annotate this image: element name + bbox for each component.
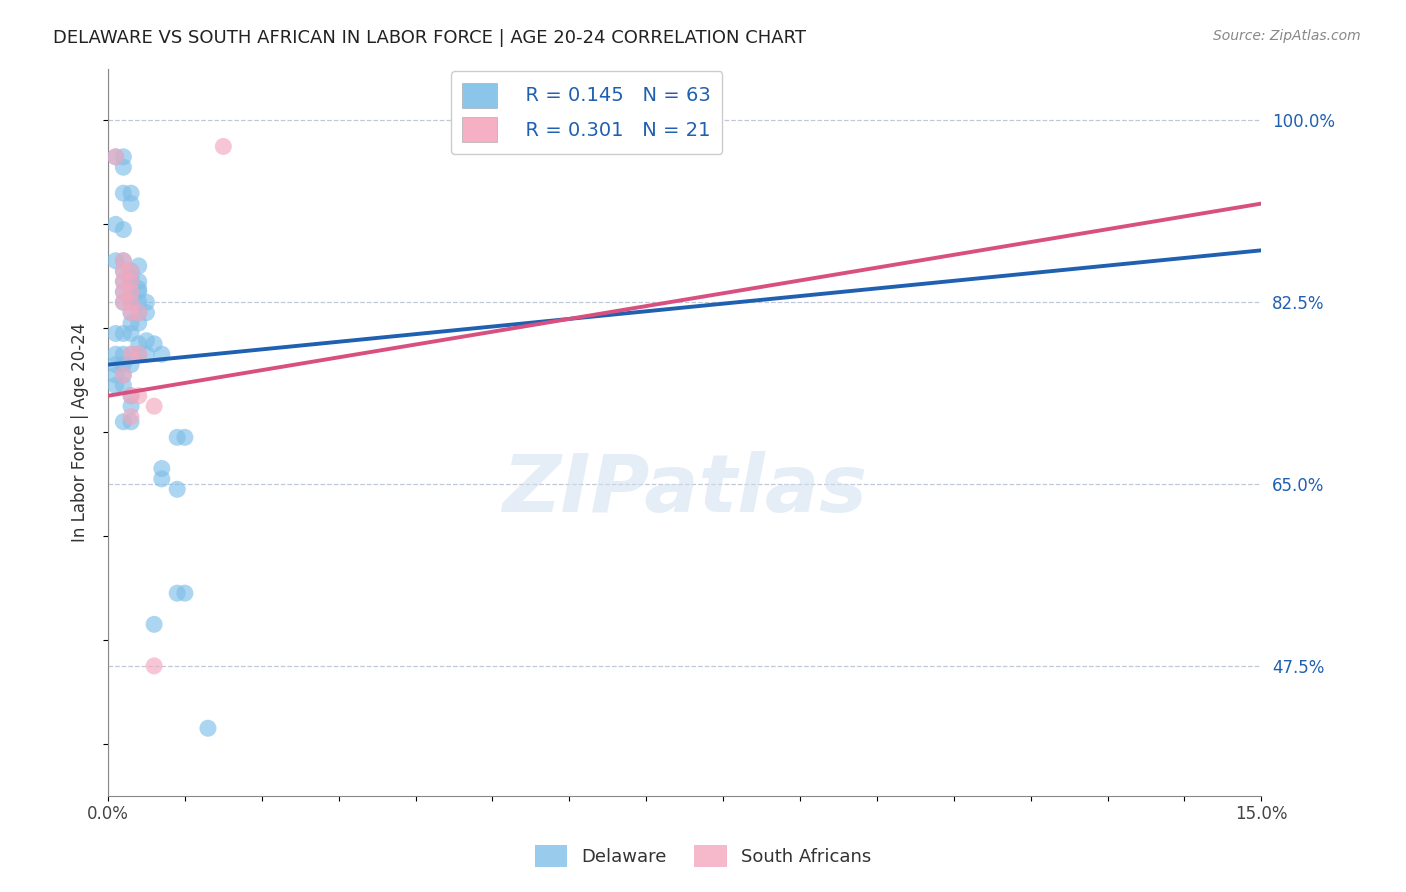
- Point: [104, 347, 127, 361]
- Point: [173, 430, 195, 444]
- Text: ZIPatlas: ZIPatlas: [502, 451, 868, 529]
- Point: [135, 334, 157, 348]
- Point: [112, 368, 135, 382]
- Point: [120, 196, 142, 211]
- Point: [120, 264, 142, 278]
- Point: [128, 306, 150, 320]
- Point: [104, 378, 127, 392]
- Point: [120, 295, 142, 310]
- Point: [128, 389, 150, 403]
- Point: [150, 472, 173, 486]
- Point: [112, 160, 135, 174]
- Point: [120, 306, 142, 320]
- Point: [112, 264, 135, 278]
- Point: [112, 326, 135, 341]
- Point: [104, 253, 127, 268]
- Point: [166, 483, 188, 497]
- Point: [128, 295, 150, 310]
- Point: [112, 358, 135, 372]
- Point: [112, 415, 135, 429]
- Legend: Delaware, South Africans: Delaware, South Africans: [527, 838, 879, 874]
- Point: [135, 347, 157, 361]
- Text: DELAWARE VS SOUTH AFRICAN IN LABOR FORCE | AGE 20-24 CORRELATION CHART: DELAWARE VS SOUTH AFRICAN IN LABOR FORCE…: [53, 29, 807, 46]
- Point: [112, 150, 135, 164]
- Point: [166, 430, 188, 444]
- Point: [120, 316, 142, 330]
- Point: [150, 347, 173, 361]
- Point: [120, 347, 142, 361]
- Point: [112, 295, 135, 310]
- Point: [120, 389, 142, 403]
- Point: [135, 295, 157, 310]
- Y-axis label: In Labor Force | Age 20-24: In Labor Force | Age 20-24: [72, 323, 89, 541]
- Point: [112, 285, 135, 299]
- Point: [104, 326, 127, 341]
- Point: [120, 285, 142, 299]
- Point: [120, 358, 142, 372]
- Point: [112, 275, 135, 289]
- Point: [128, 282, 150, 296]
- Point: [112, 253, 135, 268]
- Point: [143, 399, 166, 413]
- Point: [112, 347, 135, 361]
- Point: [104, 358, 127, 372]
- Point: [173, 586, 195, 600]
- Point: [120, 292, 142, 306]
- Point: [128, 259, 150, 273]
- Point: [120, 409, 142, 424]
- Point: [112, 378, 135, 392]
- Point: [120, 389, 142, 403]
- Point: [128, 316, 150, 330]
- Point: [112, 222, 135, 236]
- Point: [120, 275, 142, 289]
- Point: [120, 347, 142, 361]
- Text: Source: ZipAtlas.com: Source: ZipAtlas.com: [1213, 29, 1361, 43]
- Point: [104, 150, 127, 164]
- Point: [212, 139, 235, 153]
- Point: [128, 306, 150, 320]
- Point: [120, 326, 142, 341]
- Point: [143, 617, 166, 632]
- Point: [128, 275, 150, 289]
- Point: [120, 186, 142, 201]
- Point: [112, 368, 135, 382]
- Point: [166, 586, 188, 600]
- Point: [104, 368, 127, 382]
- Point: [128, 347, 150, 361]
- Point: [128, 285, 150, 299]
- Point: [120, 264, 142, 278]
- Point: [112, 285, 135, 299]
- Point: [150, 461, 173, 475]
- Point: [120, 399, 142, 413]
- Point: [128, 347, 150, 361]
- Point: [120, 295, 142, 310]
- Point: [120, 285, 142, 299]
- Point: [120, 275, 142, 289]
- Point: [135, 306, 157, 320]
- Point: [112, 275, 135, 289]
- Point: [120, 415, 142, 429]
- Point: [120, 306, 142, 320]
- Point: [112, 186, 135, 201]
- Point: [112, 295, 135, 310]
- Point: [104, 150, 127, 164]
- Point: [143, 659, 166, 673]
- Legend:   R = 0.145   N = 63,   R = 0.301   N = 21: R = 0.145 N = 63, R = 0.301 N = 21: [451, 71, 723, 154]
- Point: [104, 218, 127, 232]
- Point: [120, 271, 142, 285]
- Point: [143, 336, 166, 351]
- Point: [112, 253, 135, 268]
- Point: [112, 264, 135, 278]
- Point: [197, 721, 219, 735]
- Point: [128, 336, 150, 351]
